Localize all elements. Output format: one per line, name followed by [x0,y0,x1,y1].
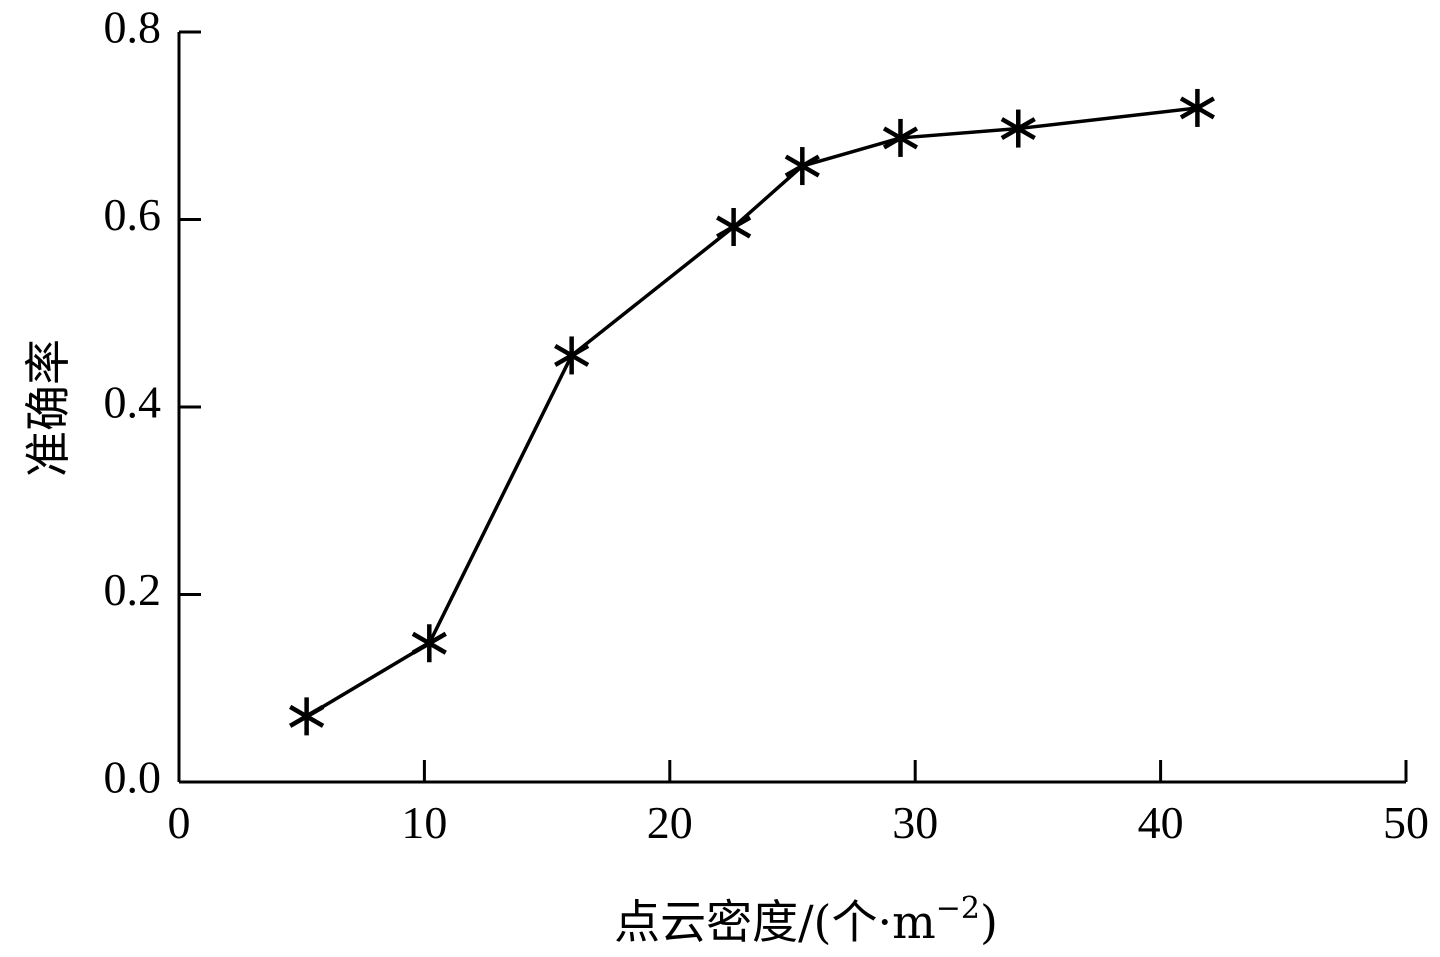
markers [289,88,1215,736]
data-point-marker [716,208,752,246]
data-point-marker [1000,109,1036,148]
x-tick-label: 50 [1383,797,1429,848]
x-axis-title-main: 点云密度/(个·m [614,895,936,949]
x-tick-label: 30 [892,797,938,848]
marker-stroke [1179,96,1215,120]
data-point-marker [289,697,325,736]
x-axis-title: 点云密度/(个·m−2) [614,891,998,949]
y-tick-label: 0.6 [104,189,162,240]
x-axis-title-superscript: −2 [936,891,980,926]
y-tick-label: 0.4 [104,377,162,428]
y-tick-label: 0.2 [104,564,162,615]
axes [177,32,1406,784]
marker-stroke [289,704,325,728]
x-tick-label: 40 [1138,797,1184,848]
data-point-marker [554,336,590,375]
marker-stroke [716,215,752,239]
y-tick-label: 0.0 [104,752,162,803]
marker-stroke [784,154,820,178]
marker-stroke [554,343,590,367]
data-line [305,106,1198,718]
marker-stroke [411,631,447,655]
ticks [177,30,1408,784]
y-tick-label: 0.8 [104,2,162,53]
y-axis-title: 准确率 [21,339,75,477]
data-point-marker [1179,88,1215,127]
marker-stroke [1000,117,1036,141]
data-point-marker [784,147,820,186]
data-point-marker [882,118,919,157]
tick-labels: 0.0 0.2 0.4 0.6 0.8 0 10 20 30 40 50 [104,2,1430,848]
x-tick-label: 10 [401,797,447,848]
data-point-marker [411,624,447,663]
x-axis-title-suffix: ) [980,895,998,949]
x-tick-label: 0 [168,797,191,848]
series-line [305,106,1198,718]
x-tick-label: 20 [647,797,693,848]
marker-stroke [882,126,919,150]
